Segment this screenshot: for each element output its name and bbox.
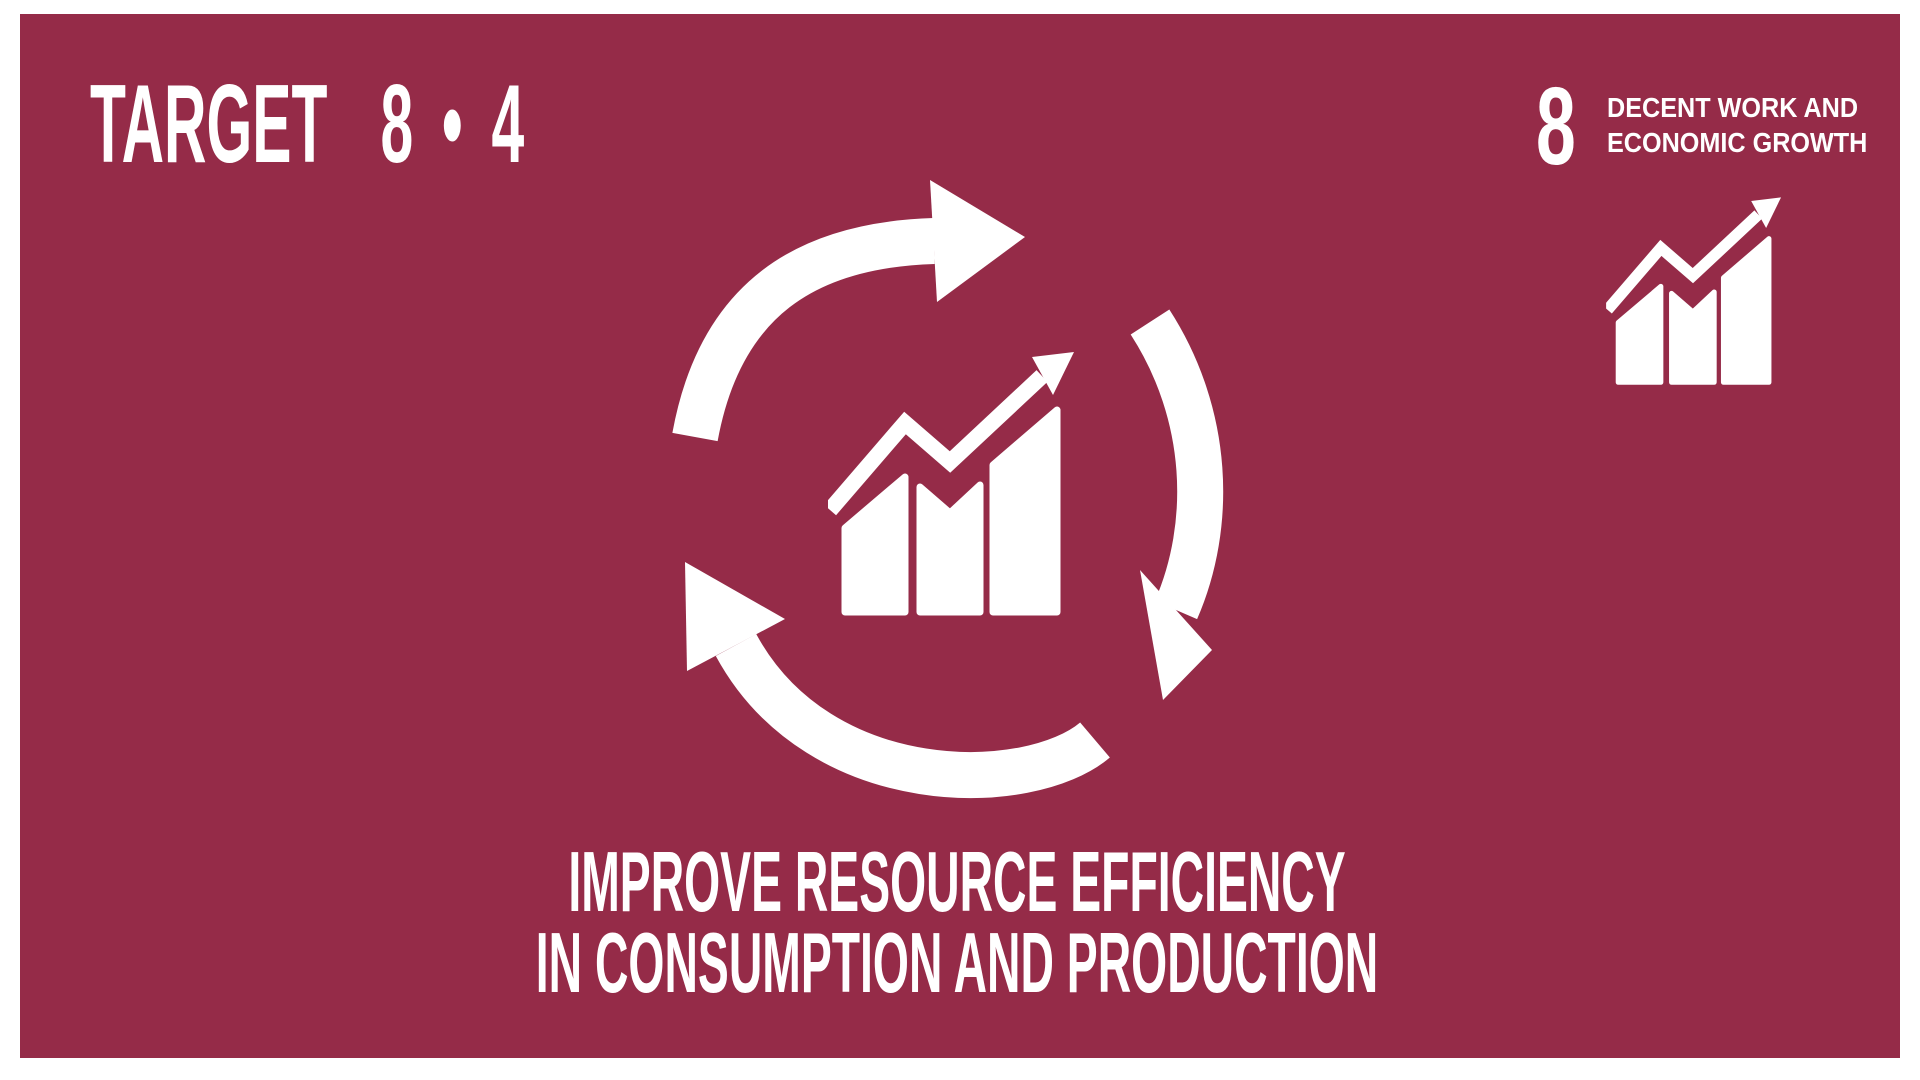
goal-name-line-2: ECONOMIC GROWTH <box>1607 127 1868 158</box>
goal-name-line-1: DECENT WORK AND <box>1607 92 1859 123</box>
cycle-arrows-growth-chart-icon <box>672 180 1224 798</box>
cycle-arrow-top-icon <box>672 180 1025 442</box>
target-number: 8•4 <box>380 62 553 186</box>
headline: IMPROVE RESOURCE EFFICIENCY IN CONSUMPTI… <box>184 835 1730 1011</box>
growth-chart-icon <box>830 352 1074 612</box>
page-title: TARGET 8•4 <box>90 69 553 180</box>
goal-name: DECENT WORK AND ECONOMIC GROWTH <box>1607 90 1896 160</box>
goal-number: 8 <box>1536 65 1576 188</box>
growth-chart-icon <box>1606 196 1784 388</box>
cycle-arrow-right-icon <box>1130 309 1224 700</box>
headline-line-1: IMPROVE RESOURCE EFFICIENCY <box>568 835 1346 930</box>
cycle-arrow-bottom-icon <box>685 562 1110 798</box>
headline-line-2: IN CONSUMPTION AND PRODUCTION <box>535 916 1379 1011</box>
target-label: TARGET <box>90 62 328 186</box>
